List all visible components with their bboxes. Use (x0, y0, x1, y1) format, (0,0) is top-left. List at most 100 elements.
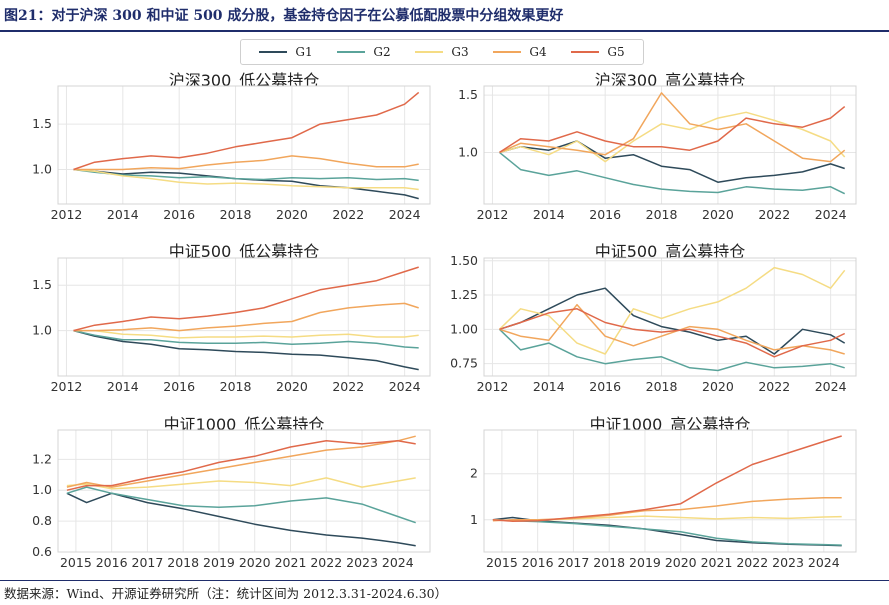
x-tick-label: 2012 (51, 379, 83, 394)
plot-frame (57, 429, 431, 553)
series-line-g5 (499, 106, 846, 154)
x-tick-label: 2014 (107, 379, 139, 394)
plot-frame (483, 257, 857, 377)
x-tick-label: 2024 (389, 379, 421, 394)
y-tick-label: 1.2 (32, 451, 52, 466)
x-tick-label: 2018 (220, 207, 252, 222)
legend-item-g1: G1 (259, 45, 313, 59)
y-tick-label: 0.6 (32, 544, 52, 559)
line-chart: 2012 2014 2016 2018 2020 2022 2024 1.0 1.5 (32, 85, 431, 222)
x-tick-label: 2023 (346, 555, 378, 570)
x-tick-label: 2016 (163, 207, 195, 222)
y-tick-label: 1.0 (458, 144, 478, 159)
legend-swatch (571, 51, 600, 53)
panel-title: 中证1000_高公募持仓 (589, 415, 751, 434)
x-tick-label: 2022 (310, 555, 342, 570)
series-line-g1 (499, 140, 845, 183)
panel-title: 沪深300_高公募持仓 (594, 71, 746, 90)
legend-item-g4: G4 (493, 45, 547, 59)
plot-frame (483, 85, 857, 205)
plot-area (58, 258, 430, 376)
y-tick-label: 1.50 (450, 253, 478, 268)
y-tick-label: 1.0 (32, 323, 52, 338)
series-line-g4 (73, 155, 419, 171)
x-tick-label: 2019 (203, 555, 235, 570)
y-tick-label: 2 (470, 466, 478, 481)
legend-label: G1 (295, 45, 313, 59)
series-line-g5 (66, 440, 416, 491)
x-tick-label: 2018 (646, 379, 678, 394)
x-tick-label: 2018 (593, 555, 625, 570)
line-chart: 2015 2016 2017 2018 2019 2020 2021 2022 2023 2024… (470, 429, 857, 570)
plot-frame (57, 85, 431, 205)
legend-item-g5: G5 (571, 45, 625, 59)
x-tick-label: 2018 (220, 379, 252, 394)
x-tick-label: 2012 (51, 207, 83, 222)
x-tick-label: 2024 (815, 207, 847, 222)
y-tick-label: 1.0 (32, 162, 52, 177)
series-line-g4 (73, 302, 419, 332)
source-note: 数据来源：Wind、开源证券研究所（注：统计区间为 2012.3.31-2024… (4, 586, 448, 601)
panel-title: 中证500_低公募持仓 (168, 242, 320, 261)
plot-area (484, 258, 856, 376)
x-tick-label: 2024 (382, 555, 414, 570)
x-tick-label: 2012 (477, 207, 509, 222)
plot-frame (57, 257, 431, 377)
legend-swatch (259, 51, 288, 53)
legend-label: G2 (373, 45, 391, 59)
panel-title: 中证500_高公募持仓 (594, 242, 746, 261)
x-tick-label: 2022 (332, 379, 364, 394)
series-line-g2 (73, 329, 419, 349)
line-chart: 2012 2014 2016 2018 2020 2022 2024 1.0 1.5 (458, 85, 857, 222)
series-line-g4 (499, 92, 846, 163)
x-tick-label: 2016 (163, 379, 195, 394)
panel-title: 沪深300_低公募持仓 (168, 71, 320, 90)
x-tick-label: 2022 (736, 555, 768, 570)
series-line-g2 (498, 328, 845, 372)
x-tick-label: 2015 (486, 555, 518, 570)
x-tick-label: 2020 (665, 555, 697, 570)
x-tick-label: 2014 (533, 379, 565, 394)
series-line-g3 (73, 168, 419, 191)
x-tick-label: 2022 (758, 379, 790, 394)
x-tick-label: 2016 (522, 555, 554, 570)
legend-label: G5 (607, 45, 625, 59)
y-tick-label: 1.00 (450, 321, 478, 336)
panel-title: 中证1000_低公募持仓 (163, 415, 325, 434)
x-tick-label: 2018 (646, 207, 678, 222)
y-tick-label: 0.75 (450, 356, 478, 371)
legend-label: G3 (451, 45, 469, 59)
legend-item-g3: G3 (415, 45, 469, 59)
series-line-g5 (73, 266, 419, 332)
title-rule (0, 30, 889, 32)
x-tick-label: 2022 (758, 207, 790, 222)
series-line-g1 (66, 492, 416, 547)
x-tick-label: 2012 (477, 379, 509, 394)
x-tick-label: 2022 (332, 207, 364, 222)
x-tick-label: 2024 (389, 207, 421, 222)
x-tick-label: 2018 (167, 555, 199, 570)
series-line-g1 (499, 287, 846, 355)
y-tick-label: 1.25 (450, 287, 478, 302)
x-tick-label: 2019 (629, 555, 661, 570)
y-tick-label: 1.5 (458, 87, 478, 102)
legend-label: G4 (529, 45, 547, 59)
series-line-g5 (499, 308, 846, 358)
x-tick-label: 2020 (702, 207, 734, 222)
x-tick-label: 2021 (701, 555, 733, 570)
plot-area (58, 430, 430, 552)
legend-swatch (337, 51, 366, 53)
x-tick-label: 2021 (275, 555, 307, 570)
series-line-g1 (73, 329, 419, 371)
x-tick-label: 2023 (772, 555, 804, 570)
source-rule (0, 580, 889, 581)
x-tick-label: 2017 (132, 555, 164, 570)
x-tick-label: 2016 (589, 379, 621, 394)
series-line-g5 (73, 91, 420, 171)
y-tick-label: 1.5 (32, 116, 52, 131)
line-chart: 2015 2016 2017 2018 2019 2020 2021 2022 2023 2024… (32, 429, 431, 570)
legend-swatch (493, 51, 522, 53)
series-line-g3 (498, 266, 846, 355)
x-tick-label: 2016 (589, 207, 621, 222)
line-chart: 2012 2014 2016 2018 2020 2022 2024 0.75 1.00 1.25… (450, 253, 857, 394)
